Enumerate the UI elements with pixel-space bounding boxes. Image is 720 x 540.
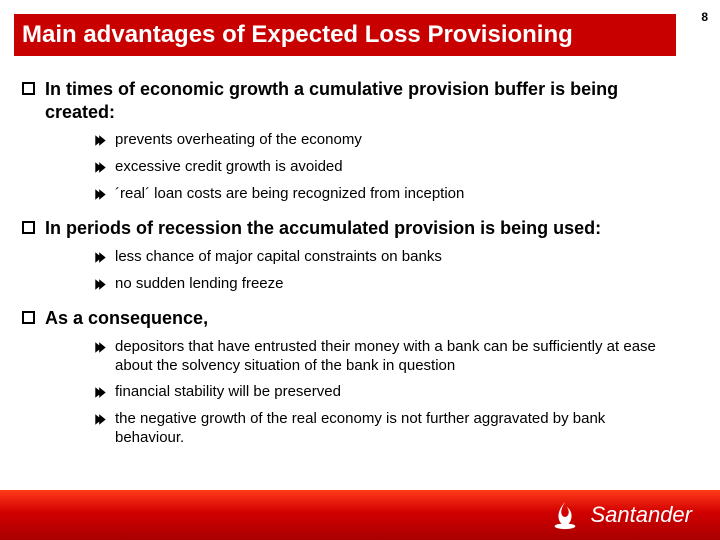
bullet-text: In periods of recession the accumulated … bbox=[45, 217, 601, 240]
flame-icon bbox=[550, 500, 580, 530]
sub-bullet-item: prevents overheating of the economy bbox=[94, 131, 692, 150]
arrow-bullet-icon bbox=[94, 161, 107, 174]
square-bullet-icon bbox=[22, 311, 35, 324]
sub-bullet-item: financial stability will be preserved bbox=[94, 383, 692, 402]
sub-list: prevents overheating of the economy exce… bbox=[94, 131, 692, 203]
content-area: In times of economic growth a cumulative… bbox=[22, 70, 692, 448]
sub-bullet-item: excessive credit growth is avoided bbox=[94, 158, 692, 177]
bullet-text: As a consequence, bbox=[45, 307, 208, 330]
sub-bullet-text: the negative growth of the real economy … bbox=[115, 410, 675, 448]
sub-list: less chance of major capital constraints… bbox=[94, 248, 692, 294]
sub-bullet-item: ´real´ loan costs are being recognized f… bbox=[94, 185, 692, 204]
sub-bullet-text: excessive credit growth is avoided bbox=[115, 158, 343, 177]
sub-bullet-text: prevents overheating of the economy bbox=[115, 131, 362, 150]
page-number: 8 bbox=[701, 10, 708, 24]
bullet-item: As a consequence, bbox=[22, 307, 692, 330]
sub-bullet-item: no sudden lending freeze bbox=[94, 275, 692, 294]
square-bullet-icon bbox=[22, 221, 35, 234]
bullet-item: In times of economic growth a cumulative… bbox=[22, 78, 692, 123]
arrow-bullet-icon bbox=[94, 386, 107, 399]
arrow-bullet-icon bbox=[94, 278, 107, 291]
sub-bullet-item: the negative growth of the real economy … bbox=[94, 410, 692, 448]
arrow-bullet-icon bbox=[94, 134, 107, 147]
sub-bullet-item: less chance of major capital constraints… bbox=[94, 248, 692, 267]
slide-title: Main advantages of Expected Loss Provisi… bbox=[22, 21, 573, 49]
arrow-bullet-icon bbox=[94, 341, 107, 354]
sub-list: depositors that have entrusted their mon… bbox=[94, 338, 692, 448]
sub-bullet-text: no sudden lending freeze bbox=[115, 275, 283, 294]
arrow-bullet-icon bbox=[94, 188, 107, 201]
sub-bullet-text: less chance of major capital constraints… bbox=[115, 248, 442, 267]
sub-bullet-text: ´real´ loan costs are being recognized f… bbox=[115, 185, 464, 204]
brand-logo: Santander bbox=[550, 500, 692, 530]
sub-bullet-item: depositors that have entrusted their mon… bbox=[94, 338, 692, 376]
sub-bullet-text: depositors that have entrusted their mon… bbox=[115, 338, 675, 376]
sub-bullet-text: financial stability will be preserved bbox=[115, 383, 341, 402]
bullet-text: In times of economic growth a cumulative… bbox=[45, 78, 692, 123]
bullet-item: In periods of recession the accumulated … bbox=[22, 217, 692, 240]
title-bar: Main advantages of Expected Loss Provisi… bbox=[14, 14, 676, 56]
footer-bar: Santander bbox=[0, 490, 720, 540]
slide: 8 Main advantages of Expected Loss Provi… bbox=[0, 0, 720, 540]
arrow-bullet-icon bbox=[94, 251, 107, 264]
arrow-bullet-icon bbox=[94, 413, 107, 426]
brand-name: Santander bbox=[590, 502, 692, 528]
square-bullet-icon bbox=[22, 82, 35, 95]
